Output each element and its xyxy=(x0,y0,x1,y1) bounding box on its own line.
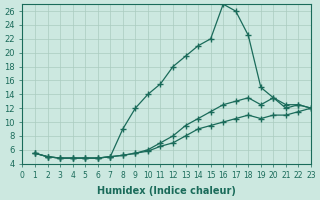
X-axis label: Humidex (Indice chaleur): Humidex (Indice chaleur) xyxy=(97,186,236,196)
